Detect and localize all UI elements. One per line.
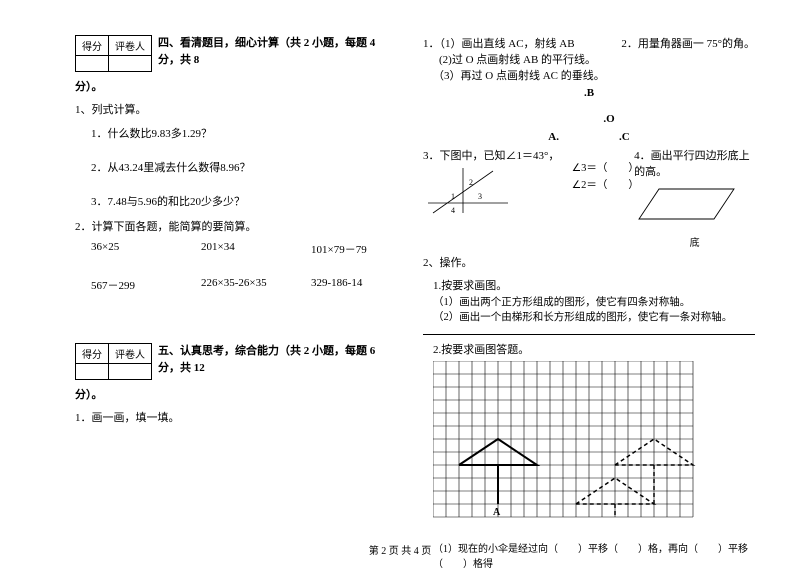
r-q3a: ∠3＝（ ） — [572, 161, 634, 178]
r-q3: 3．下图中，已知∠1＝43°， — [423, 147, 572, 163]
svg-text:1: 1 — [451, 192, 455, 201]
svg-text:4: 4 — [451, 206, 455, 215]
s4-q1c: 3．7.48与5.96的和比20少多少？ — [75, 193, 393, 209]
r-q4: 4．画出平行四边形底上的高。 — [634, 147, 755, 179]
svg-text:2: 2 — [469, 178, 473, 187]
r-q4label: 底 — [634, 234, 755, 249]
section5-title-cont: 分）。 — [75, 386, 393, 402]
section4-title: 四、看清题目，细心计算（共 2 小题，每题 4 分，共 8 — [158, 35, 388, 68]
s4-q1b: 2．从43.24里减去什么数得8.96？ — [75, 159, 393, 175]
grader-label: 评卷人 — [109, 36, 152, 56]
q3-block: 3．下图中，已知∠1＝43°， 2 3 1 4 ∠3＝（ ） ∠2＝（ ） — [423, 147, 634, 241]
expr-4: 567－299 — [91, 277, 161, 293]
r-p1b: (2)过 O 点画射线 AB 的平行线。 — [423, 51, 755, 67]
left-column: 得分评卷人 四、看清题目，细心计算（共 2 小题，每题 4 分，共 8 分）。 … — [75, 35, 393, 570]
point-a: A. — [548, 131, 559, 143]
r-op: 2、操作。 — [423, 255, 755, 272]
svg-text:A: A — [493, 507, 501, 518]
r-q3b: ∠2＝（ ） — [572, 178, 634, 195]
expr-1: 36×25 — [91, 241, 161, 257]
point-o: .O — [423, 113, 755, 125]
s4-q2: 2．计算下面各题，能简算的要简算。 — [75, 219, 393, 236]
expr-6: 329-186-14 — [311, 277, 381, 293]
right-column: 1．（1）画出直线 AC，射线 AB 2．用量角器画一 75°的角。 (2)过 … — [423, 35, 755, 570]
r-op1b: （2）画出一个由梯形和长方形组成的图形，使它有一条对称轴。 — [423, 309, 755, 324]
divider — [423, 334, 755, 335]
right-top-row: 1．（1）画出直线 AC，射线 AB 2．用量角器画一 75°的角。 — [423, 35, 755, 51]
section4-title-cont: 分）。 — [75, 78, 393, 94]
point-c: .C — [619, 131, 630, 143]
points-ac: A. .C — [423, 131, 755, 143]
q3-q4-row: 3．下图中，已知∠1＝43°， 2 3 1 4 ∠3＝（ ） ∠2＝（ ） 4．… — [423, 147, 755, 249]
score-box-5: 得分评卷人 — [75, 343, 152, 380]
expr-5: 226×35-26×35 — [201, 277, 271, 293]
r-op1: 1.按要求画图。 — [423, 278, 755, 295]
angle-diagram: 2 3 1 4 — [423, 163, 513, 218]
r-p1c: （3）再过 O 点画射线 AC 的垂线。 — [423, 67, 755, 83]
score-box-4: 得分评卷人 — [75, 35, 152, 72]
grid-diagram: A — [433, 361, 713, 536]
section5-title: 五、认真思考，综合能力（共 2 小题，每题 6 分，共 12 — [158, 343, 388, 376]
page-footer: 第 2 页 共 4 页 — [0, 542, 800, 557]
score-label: 得分 — [76, 36, 109, 56]
r-op2: 2.按要求画图答题。 — [423, 341, 755, 357]
score-label: 得分 — [76, 344, 109, 364]
parallelogram-diagram — [634, 179, 744, 234]
r-op1a: （1）画出两个正方形组成的图形，使它有四条对称轴。 — [423, 294, 755, 309]
expr-3: 101×79－79 — [311, 241, 381, 257]
s4-q1a: 1．什么数比9.83多1.29？ — [75, 125, 393, 141]
expr-2: 201×34 — [201, 241, 271, 257]
q4-block: 4．画出平行四边形底上的高。 底 — [634, 147, 755, 249]
svg-text:3: 3 — [478, 192, 482, 201]
calc-row-1: 36×25 201×34 101×79－79 — [75, 241, 393, 257]
s5-q1: 1．画一画，填一填。 — [75, 410, 393, 427]
grader-label: 评卷人 — [109, 344, 152, 364]
section4-header: 得分评卷人 四、看清题目，细心计算（共 2 小题，每题 4 分，共 8 — [75, 35, 393, 72]
point-b: .B — [423, 87, 755, 99]
calc-row-2: 567－299 226×35-26×35 329-186-14 — [75, 277, 393, 293]
r-p1: 1．（1）画出直线 AC，射线 AB — [423, 35, 575, 51]
section5-header: 得分评卷人 五、认真思考，综合能力（共 2 小题，每题 6 分，共 12 — [75, 343, 393, 380]
s4-q1: 1、列式计算。 — [75, 102, 393, 119]
r-p2: 2．用量角器画一 75°的角。 — [621, 35, 755, 51]
